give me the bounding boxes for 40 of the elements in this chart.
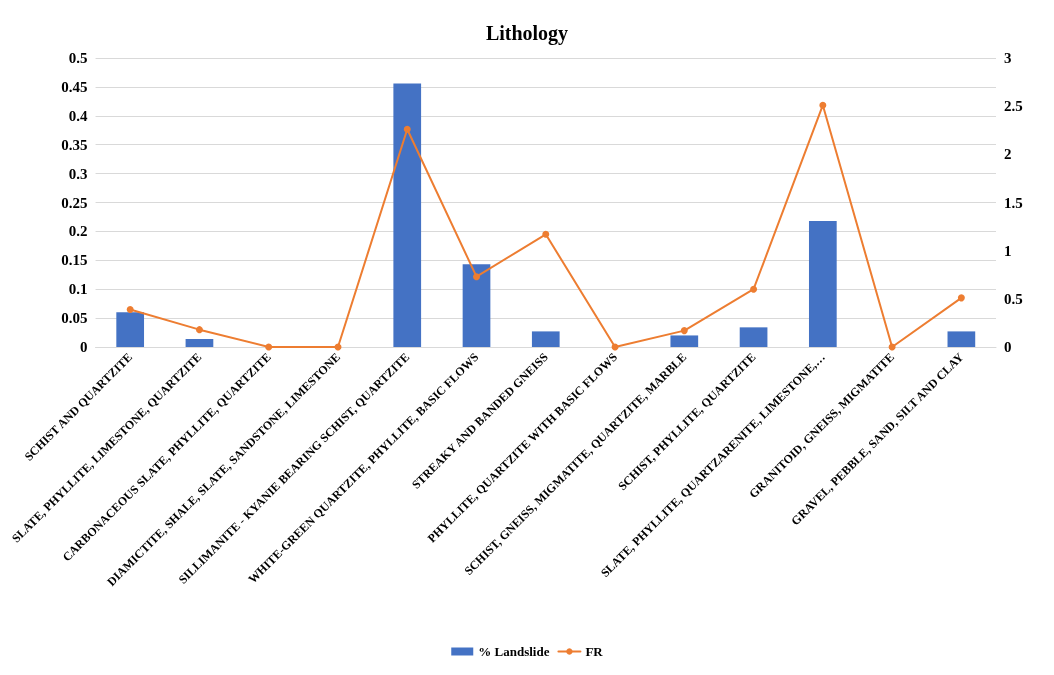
y-tick-label: 0.25 [61, 194, 88, 211]
y-tick-label: 0.05 [61, 310, 88, 327]
point [195, 326, 203, 334]
legend-label: % Landslide [478, 644, 550, 659]
y2-tick-label: 0 [1004, 339, 1012, 355]
bar [531, 331, 560, 347]
bar [462, 264, 491, 347]
legend-label: FR [585, 644, 604, 659]
bar [185, 338, 214, 347]
bar [670, 335, 699, 347]
point [403, 125, 411, 133]
y-tick-label: 0.35 [61, 136, 88, 153]
y-tick-label: 0.3 [68, 165, 88, 182]
y-tick-label: 0.5 [68, 50, 88, 66]
point [750, 285, 758, 293]
bar [116, 312, 145, 347]
point [126, 305, 134, 313]
y-tick-label: 0.45 [61, 78, 88, 95]
bar [947, 331, 976, 347]
chart-title: Lithology [485, 22, 569, 45]
point [957, 294, 965, 302]
y2-tick-label: 0.5 [1004, 290, 1023, 307]
y2-tick-label: 1 [1004, 242, 1012, 259]
bar [739, 327, 768, 347]
y2-tick-label: 3 [1004, 50, 1012, 66]
y-tick-label: 0.15 [61, 252, 88, 269]
y-tick-label: 0 [80, 339, 88, 355]
y-tick-label: 0.4 [68, 107, 89, 124]
point [473, 273, 481, 281]
point [542, 230, 550, 238]
point [680, 327, 688, 335]
y-tick-label: 0.1 [68, 281, 88, 298]
point [819, 101, 827, 109]
bar [808, 221, 837, 347]
y2-tick-label: 2.5 [1004, 98, 1023, 115]
y-tick-label: 0.2 [68, 223, 88, 240]
y2-tick-label: 2 [1004, 146, 1012, 163]
y2-tick-label: 1.5 [1004, 194, 1023, 211]
point [265, 343, 273, 351]
bar [393, 83, 422, 347]
